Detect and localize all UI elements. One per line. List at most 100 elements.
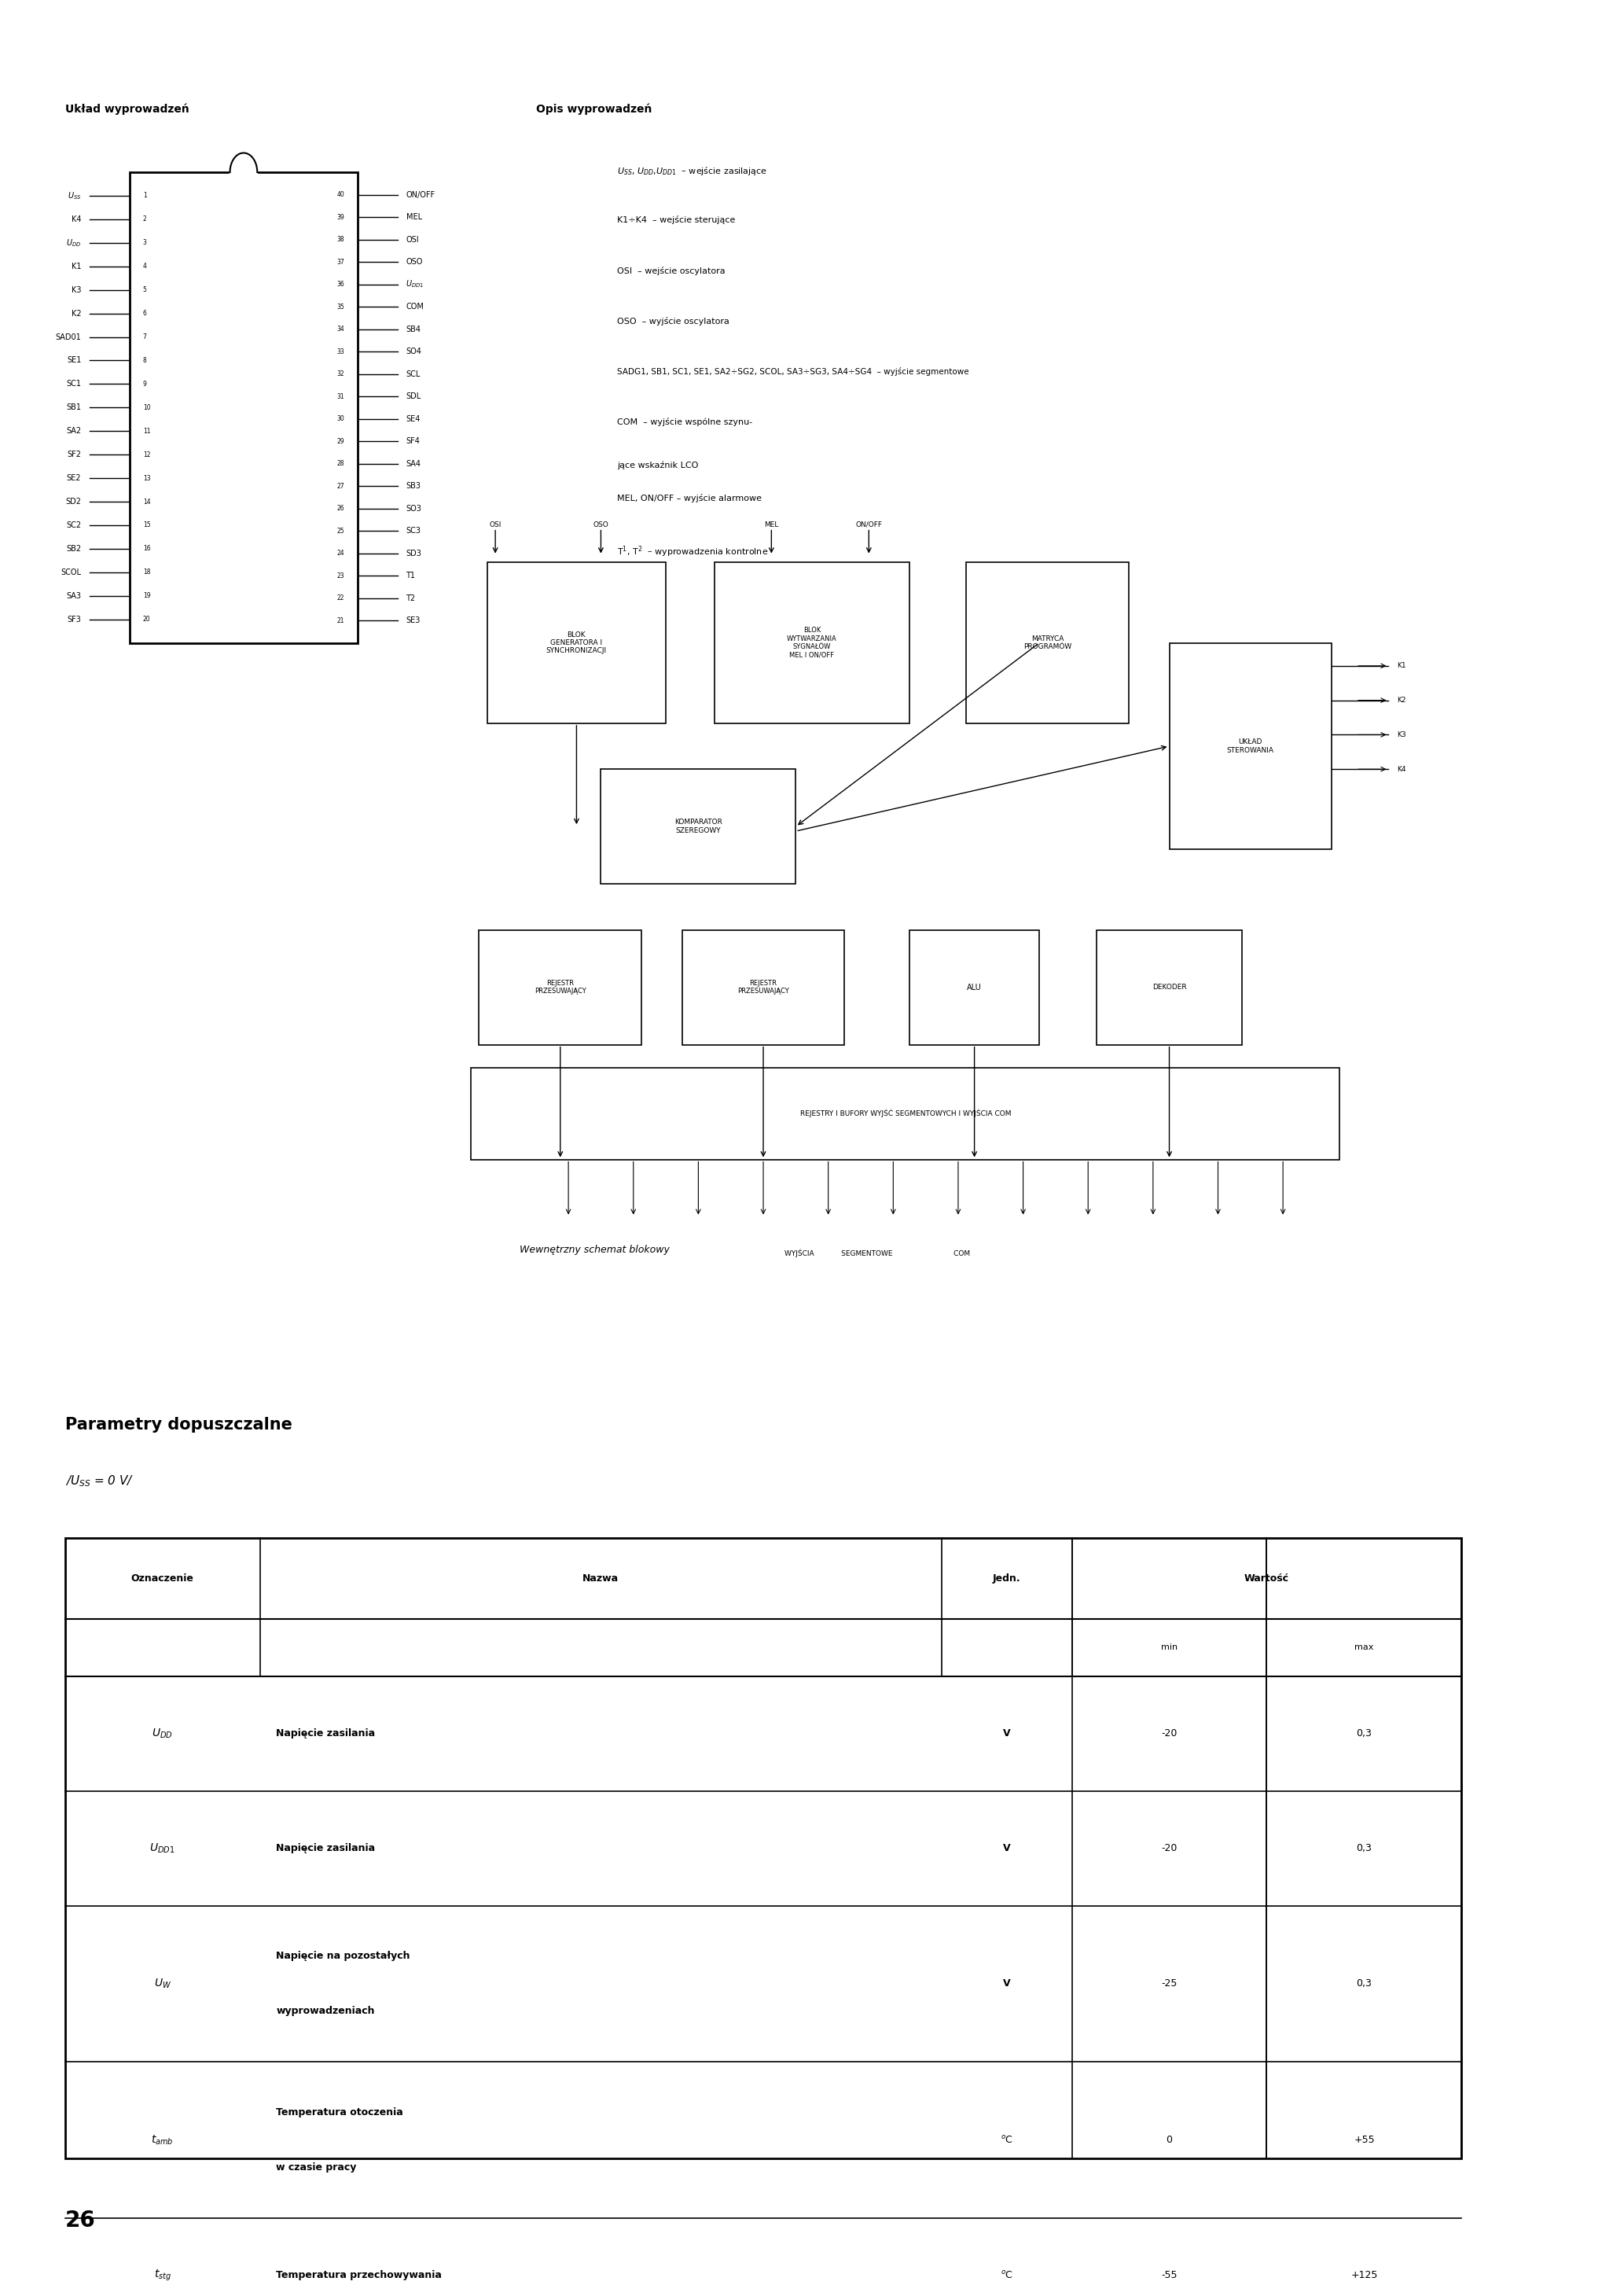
Text: OSO: OSO — [593, 521, 609, 528]
Text: /$U_{SS}$ = 0 V/: /$U_{SS}$ = 0 V/ — [65, 1474, 133, 1488]
Text: Temperatura przechowywania: Temperatura przechowywania — [276, 2271, 442, 2280]
Bar — [715, 563, 909, 723]
Text: COM  – wyjście wspólne szynu-: COM – wyjście wspólne szynu- — [617, 418, 752, 427]
Text: V: V — [1004, 1729, 1010, 1738]
Text: 5: 5 — [143, 287, 146, 294]
Text: 8: 8 — [143, 356, 146, 365]
Text: 14: 14 — [143, 498, 151, 505]
Text: Wartość: Wartość — [1244, 1573, 1289, 1584]
Text: MEL: MEL — [406, 214, 422, 220]
Text: $U_{SS}$, $U_{DD}$,$U_{DD1}$  – wejście zasilające: $U_{SS}$, $U_{DD}$,$U_{DD1}$ – wejście z… — [617, 165, 768, 177]
Text: V: V — [1004, 1979, 1010, 1988]
Text: K2: K2 — [1397, 696, 1406, 705]
Text: BLOK
WYTWARZANIA
SYGNAŁÓW
MEL I ON/OFF: BLOK WYTWARZANIA SYGNAŁÓW MEL I ON/OFF — [788, 627, 836, 659]
Text: 1: 1 — [143, 193, 146, 200]
Text: SCL: SCL — [406, 370, 421, 379]
Text: 28: 28 — [336, 459, 344, 466]
Text: Wewnętrzny schemat blokowy: Wewnętrzny schemat blokowy — [520, 1244, 669, 1254]
Text: 12: 12 — [143, 450, 151, 459]
Text: 26: 26 — [65, 2209, 96, 2232]
Text: Parametry dopuszczalne: Parametry dopuszczalne — [65, 1417, 292, 1433]
Text: SDL: SDL — [406, 393, 421, 400]
Text: SA4: SA4 — [406, 459, 421, 468]
Text: DEKODER: DEKODER — [1151, 983, 1187, 992]
Text: 7: 7 — [143, 333, 146, 340]
Text: BLOK
GENERATORA I
SYNCHRONIZACJI: BLOK GENERATORA I SYNCHRONIZACJI — [546, 631, 607, 654]
Text: 24: 24 — [336, 549, 344, 556]
Text: 2: 2 — [143, 216, 146, 223]
Text: SAD01: SAD01 — [55, 333, 81, 340]
Text: w czasie pracy: w czasie pracy — [276, 2163, 357, 2172]
Text: 23: 23 — [336, 572, 344, 579]
Bar — [601, 769, 796, 884]
Text: REJESTR
PRZESUWAJĄCY: REJESTR PRZESUWAJĄCY — [737, 980, 789, 994]
Text: SB4: SB4 — [406, 326, 421, 333]
Text: $U_{DD}$: $U_{DD}$ — [67, 236, 81, 248]
Text: 9: 9 — [143, 381, 146, 388]
Text: REJESTR
PRZESUWAJĄCY: REJESTR PRZESUWAJĄCY — [534, 980, 586, 994]
Text: K4: K4 — [71, 216, 81, 223]
Text: 21: 21 — [336, 618, 344, 625]
Text: 0: 0 — [1166, 2135, 1173, 2144]
Text: Napięcie zasilania: Napięcie zasilania — [276, 1844, 375, 1853]
Text: $^o$C: $^o$C — [1000, 2135, 1013, 2144]
Text: Układ wyprowadzeń: Układ wyprowadzeń — [65, 103, 188, 115]
Text: K1: K1 — [1397, 661, 1406, 670]
Text: +125: +125 — [1351, 2271, 1377, 2280]
Text: K3: K3 — [1397, 730, 1406, 739]
Text: $U_W$: $U_W$ — [154, 1977, 171, 1991]
Text: SB3: SB3 — [406, 482, 421, 489]
Text: 35: 35 — [336, 303, 344, 310]
Text: -20: -20 — [1161, 1844, 1177, 1853]
Text: SE2: SE2 — [67, 475, 81, 482]
Text: 26: 26 — [336, 505, 344, 512]
Text: 0,3: 0,3 — [1356, 1844, 1372, 1853]
Text: 37: 37 — [336, 259, 344, 266]
Text: ON/OFF: ON/OFF — [856, 521, 882, 528]
Text: V: V — [1004, 1844, 1010, 1853]
Text: SE1: SE1 — [67, 356, 81, 365]
Bar — [682, 930, 844, 1045]
Text: 25: 25 — [336, 528, 344, 535]
Text: OSO: OSO — [406, 257, 422, 266]
Text: 16: 16 — [143, 544, 151, 553]
Text: 40: 40 — [336, 191, 344, 197]
Bar — [130, 172, 357, 643]
Text: SE4: SE4 — [406, 416, 421, 422]
Text: 33: 33 — [336, 349, 344, 356]
Text: 13: 13 — [143, 475, 151, 482]
Text: SO4: SO4 — [406, 347, 422, 356]
Text: REJESTRY I BUFORY WYJŚĆ SEGMENTOWYCH I WYJŚCIA COM: REJESTRY I BUFORY WYJŚĆ SEGMENTOWYCH I W… — [801, 1109, 1010, 1118]
Text: 10: 10 — [143, 404, 151, 411]
Text: 36: 36 — [336, 280, 344, 287]
Bar — [1096, 930, 1242, 1045]
Text: jące wskaźnik LCO: jące wskaźnik LCO — [617, 461, 698, 468]
Text: $U_{DD1}$: $U_{DD1}$ — [406, 278, 424, 289]
Text: K3: K3 — [71, 287, 81, 294]
Text: SD2: SD2 — [65, 498, 81, 505]
Text: K1: K1 — [71, 262, 81, 271]
Text: SC3: SC3 — [406, 526, 421, 535]
Text: Temperatura otoczenia: Temperatura otoczenia — [276, 2108, 403, 2117]
Text: WYJŚCIA            SEGMENTOWE                           COM: WYJŚCIA SEGMENTOWE COM — [784, 1249, 970, 1258]
Bar — [479, 930, 641, 1045]
Text: 30: 30 — [336, 416, 344, 422]
Text: -55: -55 — [1161, 2271, 1177, 2280]
Text: K4: K4 — [1397, 765, 1406, 774]
Text: wyprowadzeniach: wyprowadzeniach — [276, 2007, 375, 2016]
Bar — [909, 930, 1039, 1045]
Text: 39: 39 — [336, 214, 344, 220]
Text: Oznaczenie: Oznaczenie — [132, 1573, 193, 1584]
Text: SADG1, SB1, SC1, SE1, SA2÷SG2, SCOL, SA3÷SG3, SA4÷SG4  – wyjście segmentowe: SADG1, SB1, SC1, SE1, SA2÷SG2, SCOL, SA3… — [617, 367, 970, 377]
Text: max: max — [1354, 1644, 1374, 1651]
Text: COM: COM — [406, 303, 424, 310]
Text: K2: K2 — [71, 310, 81, 317]
Text: T2: T2 — [406, 595, 416, 602]
Text: 6: 6 — [143, 310, 146, 317]
Text: 15: 15 — [143, 521, 151, 528]
Text: 29: 29 — [336, 439, 344, 445]
Bar — [487, 563, 666, 723]
Text: Napięcie zasilania: Napięcie zasilania — [276, 1729, 375, 1738]
Text: SC2: SC2 — [67, 521, 81, 528]
Bar — [1169, 643, 1332, 850]
